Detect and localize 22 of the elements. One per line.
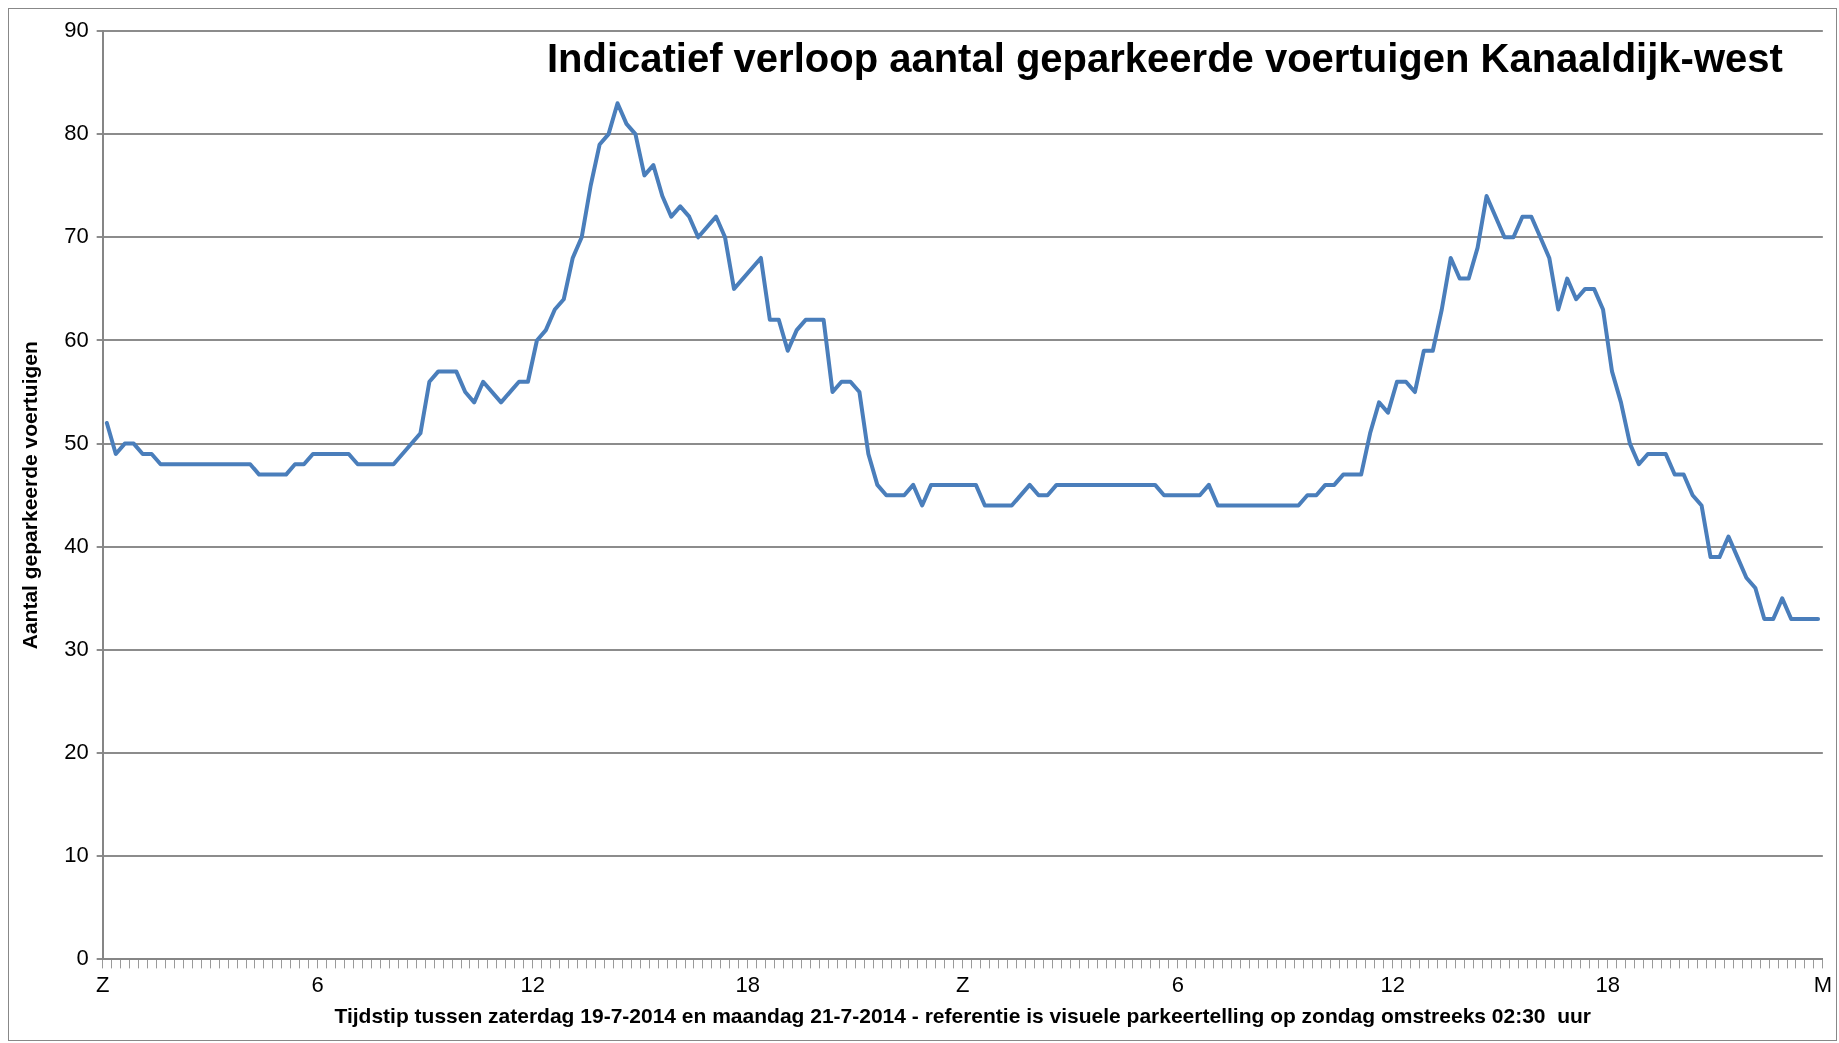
x-tick-label: Z (95, 971, 110, 997)
y-tick-label: 30 (64, 636, 89, 661)
y-tick-label: 90 (64, 17, 89, 43)
x-tick-label: Z (956, 971, 970, 997)
x-tick-label: 18 (1595, 971, 1621, 997)
x-tick-label: 18 (735, 971, 760, 997)
x-axis-title: Tijdstip tussen zaterdag 19-7-2014 en maandag 21-7-2014 - referentie is visuele parkeertelling op zondag omstreeks 02:30 uur (334, 1004, 1592, 1028)
y-tick-label: 60 (64, 326, 89, 352)
y-tick-label: 70 (64, 223, 89, 249)
y-tick-label: 10 (64, 842, 89, 868)
chart-title: Indicatief verloop aantal geparkeerde voertuigen Kanaaldijk-west (546, 36, 1783, 81)
y-tick-label: 0 (76, 945, 89, 971)
y-tick-label: 50 (64, 429, 89, 455)
y-tick-label: 40 (64, 532, 89, 558)
x-tick-label: M (1813, 971, 1832, 997)
y-tick-label: 80 (64, 120, 89, 146)
x-tick-label: 12 (1380, 971, 1406, 997)
y-tick-label: 20 (64, 739, 89, 765)
x-tick-label: 6 (1171, 971, 1184, 997)
x-tick-label: 12 (520, 971, 545, 997)
y-axis-title: Aantal geparkeerde voertuigen (18, 341, 42, 650)
x-tick-label: 6 (311, 971, 324, 997)
